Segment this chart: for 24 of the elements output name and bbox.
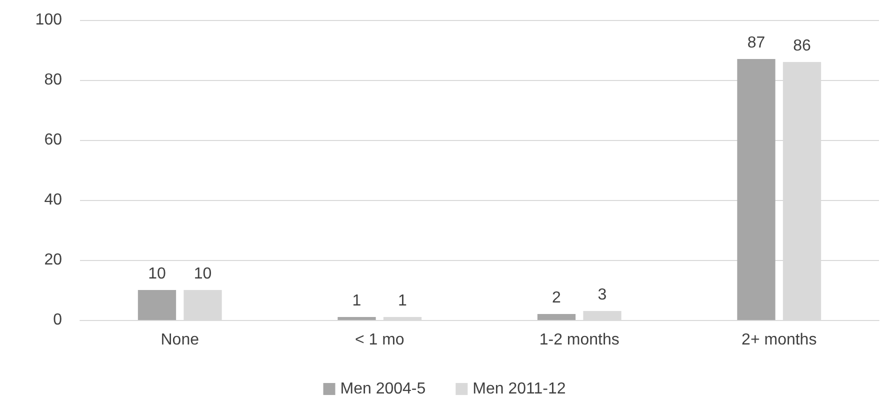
y-tick-label: 80: [44, 72, 62, 88]
x-tick-label: < 1 mo: [354, 332, 404, 348]
data-label: 1: [352, 292, 362, 310]
y-tick-label: 60: [44, 132, 62, 148]
data-label: 87: [747, 34, 766, 52]
data-label: 1: [398, 292, 408, 310]
data-label: 3: [598, 286, 607, 304]
legend-label: Men 2004-5: [340, 380, 426, 398]
y-tick-label: 0: [53, 312, 62, 328]
data-label: 2: [552, 290, 562, 306]
data-label: 86: [793, 38, 812, 54]
bar: [737, 59, 776, 320]
x-tick-label: None: [160, 332, 200, 348]
data-label: 10: [148, 266, 166, 282]
y-tick-label: 40: [44, 192, 62, 208]
bar: [537, 314, 576, 320]
bar: [138, 290, 176, 320]
legend-label: Men 2011-12: [472, 380, 566, 398]
y-tick-label: 20: [44, 252, 62, 268]
bar: [338, 317, 376, 320]
data-label: 10: [194, 266, 212, 282]
x-tick-label: 2+ months: [742, 332, 817, 348]
y-tick-label: 100: [35, 12, 62, 28]
x-tick-label: 1-2 months: [539, 332, 620, 348]
